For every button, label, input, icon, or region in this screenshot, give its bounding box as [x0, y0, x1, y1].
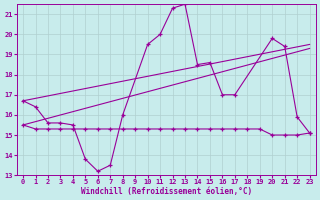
X-axis label: Windchill (Refroidissement éolien,°C): Windchill (Refroidissement éolien,°C) — [81, 187, 252, 196]
